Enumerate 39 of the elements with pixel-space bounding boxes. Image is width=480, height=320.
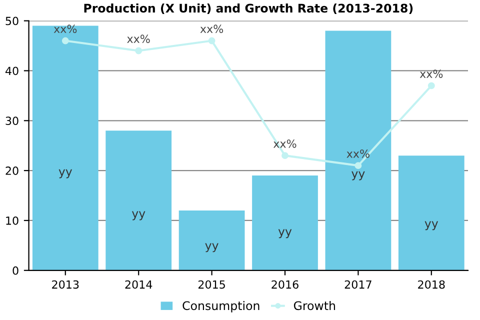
y-tick-label: 20 [6,166,18,175]
y-tick-label: 40 [5,66,18,76]
y-tick-label: 0 [12,266,18,275]
bar [178,210,245,270]
y-tick-label: 30 [6,116,18,126]
bar [32,26,98,270]
x-tick-label: 2013 [52,280,79,289]
y-tick-label: 10 [6,216,18,225]
data-label: xx% [127,34,150,44]
data-label: yy [352,171,365,180]
y-tick-label: 50 [6,16,18,26]
legend-label: Growth [294,300,336,310]
data-label: yy [205,243,218,252]
legend-label: Consumption [182,300,260,312]
data-label: yy [424,221,438,230]
data-label: xx% [54,24,77,34]
x-tick-label: 2018 [418,280,445,289]
bar [106,130,172,270]
chart-title: Production (X Unit) and Growth Rate (2013-2018) [84,3,413,14]
data-label: xx% [420,70,443,78]
data-label: xx% [273,139,296,148]
point [62,37,69,44]
x-tick-label: 2015 [198,280,225,289]
point [354,162,362,170]
bar [252,176,318,270]
x-tick-label: 2017 [344,280,372,289]
point [282,152,288,160]
x-tick-label: 2014 [125,280,152,289]
point [208,37,216,44]
bar [398,156,464,270]
point [428,82,435,90]
data-label: yy [278,229,292,238]
data-label: yy [58,169,72,178]
data-label: yy [132,211,146,220]
x-tick-label: 2016 [272,280,298,289]
point [135,47,142,54]
data-label: xx% [200,24,224,34]
data-label: xx% [346,149,370,158]
bar [325,30,392,270]
